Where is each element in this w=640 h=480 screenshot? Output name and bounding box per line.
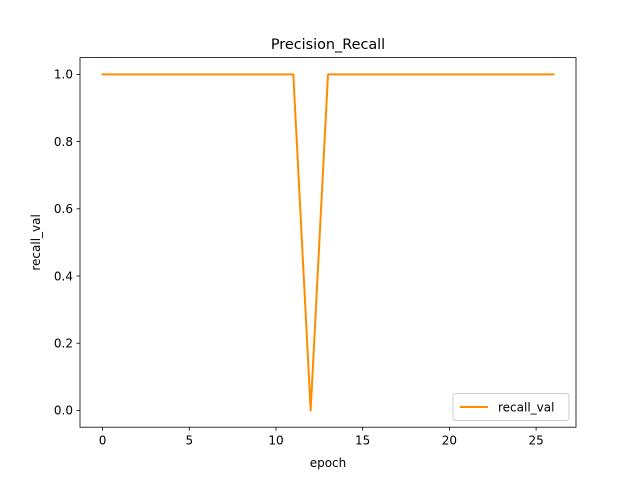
x-tick-label: 25 [528, 434, 543, 448]
x-axis-ticks: 0 5 10 15 20 25 [99, 427, 544, 448]
y-tick-label: 0.4 [54, 269, 73, 283]
y-axis-ticks: 0.0 0.2 0.4 0.6 0.8 1.0 [54, 68, 80, 418]
x-tick-label: 20 [442, 434, 457, 448]
y-tick-label: 0.0 [54, 404, 73, 418]
legend-label: recall_val [498, 401, 554, 415]
x-tick-label: 0 [99, 434, 107, 448]
x-tick-label: 10 [268, 434, 283, 448]
plot-frame [79, 57, 577, 428]
y-tick-label: 0.8 [54, 135, 73, 149]
y-axis-label: recall_val [29, 214, 43, 270]
y-tick-label: 1.0 [54, 68, 73, 82]
plot-area [80, 57, 576, 428]
chart-title: Precision_Recall [271, 37, 385, 53]
y-tick-label: 0.2 [54, 337, 73, 351]
legend: recall_val [452, 393, 570, 421]
series-layer [101, 73, 555, 412]
x-tick-label: 15 [355, 434, 370, 448]
legend-box [452, 393, 570, 421]
x-tick-label: 5 [185, 434, 193, 448]
series-line-recall_val [101, 73, 555, 412]
x-axis-label: epoch [310, 456, 347, 470]
y-tick-label: 0.6 [54, 202, 73, 216]
